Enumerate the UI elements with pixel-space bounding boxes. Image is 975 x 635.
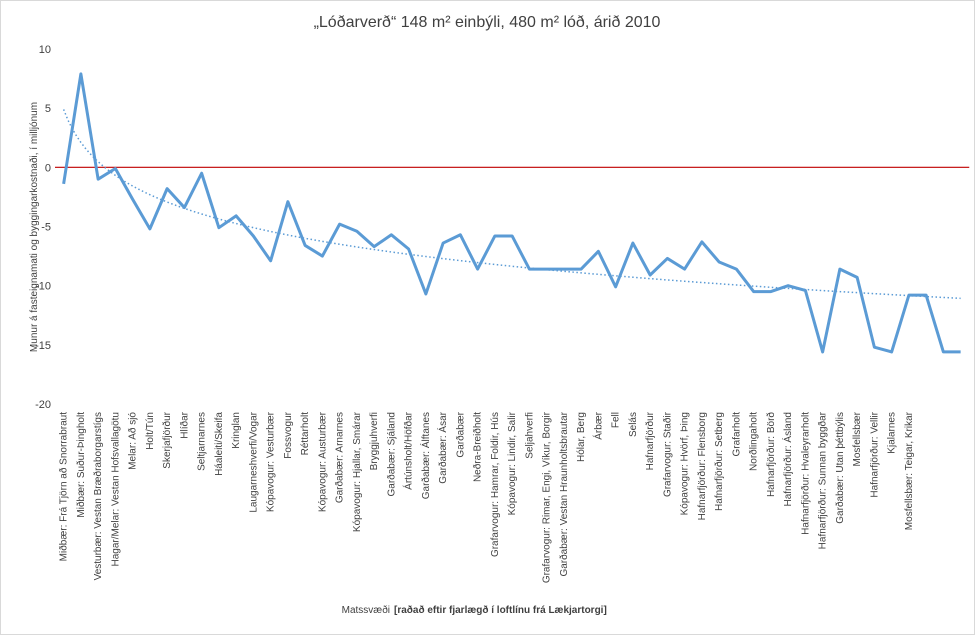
x-tick-label: Grafarvogur: Rimar, Engi, Víkur, Borgir bbox=[542, 411, 553, 583]
x-tick-label: Hafnarfjörður: Setberg bbox=[713, 412, 725, 511]
x-tick-label: Hafnarfjörður: Vellir bbox=[868, 411, 880, 497]
x-tick-label: Garðabær: Ásar bbox=[436, 411, 449, 483]
y-tick-label: -5 bbox=[41, 222, 51, 234]
x-tick-label: Hólar, Berg bbox=[576, 412, 587, 462]
trendline bbox=[62, 109, 961, 300]
x-tick-label: Mosfellsbær: Teigar, Krikar bbox=[904, 411, 915, 530]
x-tick-label: Norðlingaholt bbox=[748, 412, 760, 471]
x-tick-label: Garðabær: Álftanes bbox=[419, 412, 432, 499]
x-tick-label: Kópavogur: Austurbær bbox=[317, 411, 328, 512]
y-tick-label: 0 bbox=[45, 162, 51, 174]
x-tick-label: Hafnarfjörður: Sunnan byggðar bbox=[817, 411, 829, 549]
x-tick-label: Seljahverfi bbox=[524, 412, 535, 459]
y-axis-label: Munur á fasteignamati og byggingarkostna… bbox=[28, 102, 40, 352]
x-tick-label: Grafarvogur: Staðir bbox=[661, 411, 673, 497]
x-tick-label: Miðbær: Suður-Þingholt bbox=[75, 412, 87, 518]
x-tick-label: Árbær bbox=[591, 411, 604, 439]
chart-title: „Lóðarverð“ 148 m² einbýli, 480 m² lóð, … bbox=[314, 14, 661, 31]
x-tick-label: Hafnarfjörður: Hvaleyrarholt bbox=[799, 412, 811, 535]
x-axis-note: [raðað eftir fjarlægð í loftlínu frá Læk… bbox=[394, 604, 607, 616]
x-tick-label: Hafnarfjörður: Flensborg bbox=[696, 412, 708, 520]
x-tick-label: Grafarvogur: Hamrar, Foldir, Hús bbox=[490, 412, 501, 557]
y-tick-label: 5 bbox=[45, 103, 51, 115]
x-tick-label: Garðabær: Vestan Hraunholtsbrautar bbox=[558, 411, 570, 576]
x-tick-label: Ártúnsholt/Höfðar bbox=[402, 411, 415, 489]
x-tick-label: Hafnarfjörður: Ásland bbox=[781, 412, 794, 507]
x-tick-label: Garðabær bbox=[454, 411, 466, 457]
x-tick-label: Hafnarfjörður: Börð bbox=[765, 412, 777, 497]
x-tick-label: Bryggjuhverfi bbox=[369, 412, 380, 470]
x-tick-label: Kringlan bbox=[231, 412, 242, 449]
x-tick-label: Grafarholt bbox=[731, 412, 742, 457]
x-tick-label: Melar: Að sjó bbox=[127, 412, 139, 470]
x-tick-label: Garðabær: Utan þéttbýlis bbox=[834, 412, 846, 524]
x-tick-label: Kjalarnes bbox=[887, 412, 898, 454]
x-tick-label: Holt/Tún bbox=[145, 412, 156, 450]
x-tick-label: Hagar/Melar: Vestan Hofsvallagötu bbox=[110, 412, 121, 567]
x-tick-label: Fossvogur bbox=[283, 411, 294, 458]
x-tick-label: Miðbær: Frá Tjörn að Snorrabraut bbox=[58, 412, 70, 562]
x-tick-label: Garðabær: Sjáland bbox=[385, 412, 397, 497]
x-tick-label: Garðabær: Arnarnes bbox=[334, 412, 346, 503]
x-tick-label: Neðra-Breiðholt bbox=[472, 412, 484, 482]
x-tick-label: Fell bbox=[611, 412, 622, 428]
x-tick-label: Kópavogur: Vesturbær bbox=[266, 411, 277, 512]
x-tick-label: Réttarholt bbox=[300, 412, 311, 456]
y-tick-label: -20 bbox=[35, 399, 51, 411]
x-tick-label: Selás bbox=[628, 412, 639, 437]
x-tick-label: Kópavogur: Hvörf, Þing bbox=[680, 412, 691, 515]
x-tick-label: Mosfellsbær bbox=[852, 411, 863, 466]
x-tick-label: Hlíðar bbox=[178, 411, 190, 438]
y-tick-label: 10 bbox=[39, 44, 51, 56]
x-tick-label: Hafnarfjörður bbox=[644, 411, 656, 470]
y-tick-label: -15 bbox=[35, 340, 51, 352]
x-tick-label: Seltjarnarnes bbox=[197, 412, 208, 471]
y-tick-label: -10 bbox=[35, 281, 51, 293]
x-tick-label: Laugarneshverfi/Vogar bbox=[248, 411, 259, 512]
x-tick-label: Skerjafjörður bbox=[161, 411, 173, 468]
x-tick-label: Vesturbær: Vestan Bræðraborgarstígs bbox=[92, 412, 104, 580]
x-axis-label: Matssvæði bbox=[342, 604, 390, 616]
x-tick-label: Kópavogur: Lindir, Salir bbox=[507, 411, 518, 515]
line-series bbox=[62, 72, 961, 354]
x-tick-label: Kópavogur: Hjallar, Smárar bbox=[352, 411, 363, 532]
x-tick-label: Háaleiti/Skeifa bbox=[214, 412, 225, 476]
